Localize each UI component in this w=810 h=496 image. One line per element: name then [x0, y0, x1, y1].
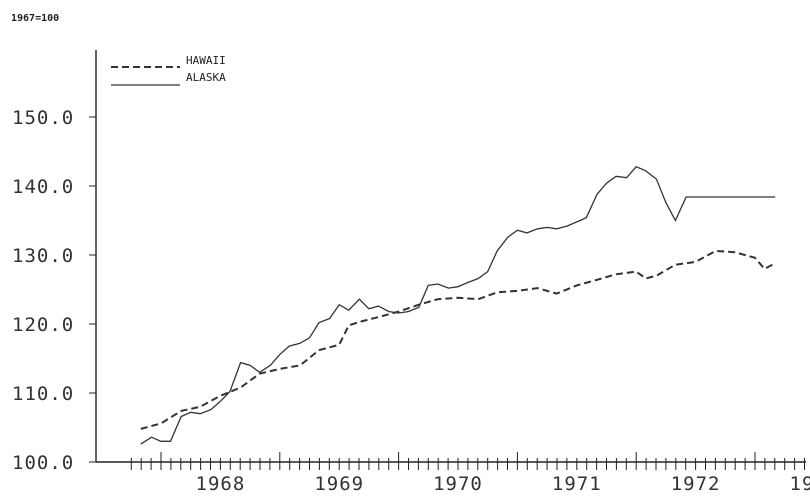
x-tick-label: 1972 — [671, 473, 721, 495]
legend-label-hawaii: HAWAII — [186, 54, 226, 67]
series-layer — [140, 165, 776, 445]
y-tick-label: 150.0 — [12, 107, 74, 129]
x-tick-label: 1971 — [552, 473, 602, 495]
y-tick-label: 110.0 — [12, 383, 74, 405]
index-base-note: 1967=100 — [11, 13, 59, 24]
y-tick-label: 140.0 — [12, 176, 74, 198]
legend-label-alaska: ALASKA — [186, 71, 226, 84]
x-tick-label: 1968 — [196, 473, 246, 495]
y-tick-label: 100.0 — [12, 452, 74, 474]
x-tick-label: 1970 — [433, 473, 483, 495]
x-tick-label: 1969 — [314, 473, 364, 495]
legend: HAWAII ALASKA — [111, 54, 226, 86]
x-tick-label: 1973 — [790, 473, 810, 495]
y-tick-label: 130.0 — [12, 245, 74, 267]
series-line-alaska — [140, 165, 776, 445]
x-tick-group: 1968 1969 1970 1971 1972 1973 — [130, 452, 810, 495]
series-line-hawaii — [140, 249, 776, 430]
y-tick-label: 120.0 — [12, 314, 74, 336]
y-tick-group: 100.0 110.0 120.0 130.0 140.0 150.0 — [12, 107, 96, 474]
